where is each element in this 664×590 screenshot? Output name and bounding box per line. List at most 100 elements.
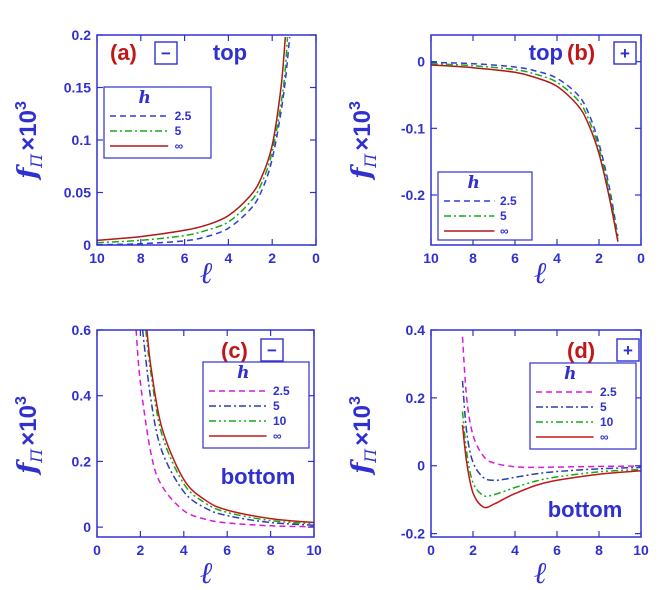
- legend-title: h: [237, 363, 249, 383]
- series-line: [431, 62, 619, 240]
- x-tick-label: 4: [180, 542, 188, 558]
- y-axis-label: fΠ×103: [347, 396, 380, 476]
- x-tick-label: 4: [511, 542, 519, 558]
- x-tick-label: 6: [223, 542, 231, 558]
- legend-entry-label: 10: [273, 414, 287, 428]
- y-axis-label: fΠ×103: [13, 396, 46, 476]
- series-line: [461, 336, 641, 469]
- sign-box: [260, 338, 284, 362]
- series-line: [431, 64, 619, 242]
- sign-box: [613, 41, 637, 65]
- legend-entry-label: 2.5: [273, 384, 290, 398]
- x-tick-label: 6: [181, 250, 189, 266]
- x-tick-label: 6: [553, 542, 561, 558]
- y-tick-label: 0.2: [406, 390, 426, 406]
- series-line: [146, 330, 314, 524]
- x-tick-label: 8: [469, 250, 477, 266]
- position-label: bottom: [548, 497, 623, 522]
- series-line: [145, 330, 314, 525]
- y-tick-label: -0.1: [401, 120, 425, 136]
- legend-entry-label: ∞: [273, 429, 282, 443]
- legend-entry-label: 2.5: [500, 194, 517, 208]
- series-line: [135, 330, 314, 528]
- panel-label: (c): [221, 338, 248, 363]
- y-tick-label: -0.2: [401, 526, 425, 542]
- x-tick-label: 0: [427, 542, 435, 558]
- x-axis-label: ℓ: [534, 256, 547, 291]
- series-line: [461, 424, 641, 509]
- x-tick-label: 8: [595, 542, 603, 558]
- x-tick-label: 10: [89, 250, 105, 266]
- series-group: [97, 37, 291, 245]
- sign-box: [616, 338, 640, 362]
- y-tick-label: 0.05: [64, 185, 91, 201]
- legend-entry-label: 2.5: [600, 385, 617, 399]
- x-axis-label: ℓ: [200, 256, 213, 291]
- legend-title: h: [138, 88, 150, 108]
- panel-a: 10 8 6 4 2 0 0 0.05 0.1 0.15 0.2 ℓ fΠ×103 (a) − top h 2.5…: [13, 27, 320, 291]
- legend-entry-label: 5: [500, 209, 507, 223]
- legend: h 2.55∞: [437, 171, 533, 241]
- legend-entry-label: 10: [600, 415, 614, 429]
- series-group: [461, 336, 641, 509]
- x-tick-label: 0: [637, 250, 645, 266]
- x-tick-label: 0: [93, 542, 101, 558]
- panel-label: (d): [567, 338, 595, 363]
- x-tick-label: 8: [137, 250, 145, 266]
- legend-entry-label: ∞: [500, 224, 509, 238]
- sign-symbol: −: [161, 44, 171, 63]
- x-tick-label: 2: [137, 542, 145, 558]
- legend-box: [437, 171, 533, 241]
- y-tick-label: 0.2: [72, 27, 92, 43]
- legend-box: [529, 362, 637, 450]
- y-tick-label: 0: [83, 237, 91, 253]
- x-tick-label: 10: [423, 250, 439, 266]
- series-line: [141, 330, 314, 526]
- panel-label: (a): [110, 40, 137, 65]
- legend-entry-label: ∞: [175, 139, 184, 153]
- x-axis-label: ℓ: [200, 556, 213, 590]
- series-group: [431, 61, 619, 242]
- y-axis-label: fΠ×103: [347, 101, 380, 181]
- y-tick-label: 0: [417, 458, 425, 474]
- legend-entry-label: ∞: [600, 430, 609, 444]
- sign-box: [154, 41, 178, 65]
- plot-frame: [430, 34, 642, 246]
- y-tick-label: 0.6: [72, 322, 92, 338]
- panel-b: 10 8 6 4 2 0 0 -0.1 -0.2 ℓ fΠ×103 (b) + top h 2.55∞: [347, 34, 645, 291]
- legend: h 2.55∞: [103, 86, 212, 159]
- panel-label: (b): [567, 40, 595, 65]
- x-tick-label: 10: [306, 542, 322, 558]
- x-tick-label: 10: [633, 542, 649, 558]
- x-axis-label: ℓ: [534, 556, 547, 590]
- legend-title: h: [468, 173, 480, 193]
- legend-entry-label: 2.5: [175, 109, 192, 123]
- sign-symbol: +: [623, 341, 633, 360]
- legend-title: h: [564, 364, 576, 384]
- series-line: [431, 61, 619, 237]
- legend-entry-label: 5: [175, 124, 182, 138]
- series-group: [135, 330, 314, 528]
- x-tick-label: 8: [267, 542, 275, 558]
- x-tick-label: 2: [469, 542, 477, 558]
- x-tick-label: 0: [312, 250, 320, 266]
- position-label: top: [529, 40, 563, 65]
- plot-frame: [430, 329, 642, 538]
- series-line: [461, 380, 641, 482]
- series-line: [97, 37, 287, 242]
- y-tick-label: 0: [417, 54, 425, 70]
- legend-box: [202, 361, 310, 449]
- sign-symbol: +: [620, 44, 630, 63]
- plot-frame: [96, 329, 315, 538]
- position-label: bottom: [221, 464, 296, 489]
- y-tick-label: 0: [83, 519, 91, 535]
- y-tick-label: 0.2: [72, 453, 92, 469]
- position-label: top: [213, 40, 247, 65]
- series-line: [461, 411, 641, 498]
- y-tick-label: 0.4: [72, 388, 92, 404]
